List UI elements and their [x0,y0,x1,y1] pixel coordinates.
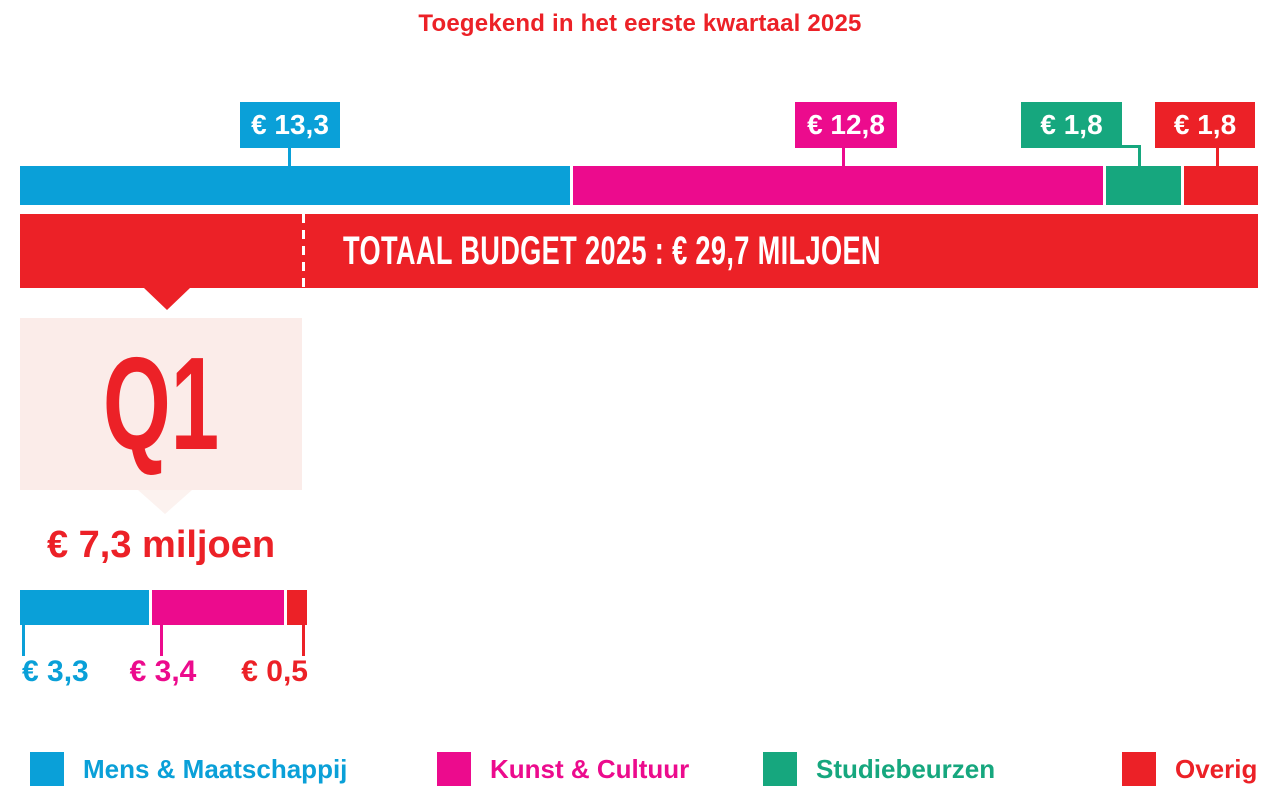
q1-badge: Q1 [102,330,220,477]
legend-swatch-magenta [437,752,471,786]
arrow-down-icon [144,288,190,310]
connector-line-green [1138,145,1141,167]
legend-label: Mens & Maatschappij [83,753,348,784]
chart-title: Toegekend in het eerste kwartaal 2025 [418,10,862,37]
legend-item-overig: Overig [1122,752,1257,786]
connector-line-magenta [842,148,845,167]
q1-bubble: Q1 [20,318,302,490]
q1-bubble-tail [138,490,192,514]
legend-label: Kunst & Cultuur [490,753,690,784]
q1-value-kunst-cultuur: € 3,4 [129,655,197,688]
q1-stacked-bar [20,590,307,625]
bar-segment-kunst-cultuur [570,166,1104,205]
legend-label: Overig [1175,753,1258,784]
legend-swatch-green [763,752,797,786]
connector-line-red [1216,148,1219,167]
value-box-overig: € 1,8 [1155,102,1255,148]
legend-label: Studiebeurzen [816,753,996,784]
q1-value-mens-maatschappij: € 3,3 [22,655,89,688]
value-box-kunst-cultuur: € 12,8 [795,102,897,148]
q1-amount: € 7,3 miljoen [46,524,276,566]
q1-leader-line-blue [22,625,25,656]
total-budget-label: TOTAAL BUDGET 2025 : € 29,7 MILJOEN [343,228,881,273]
q1-segment-kunst-cultuur [148,590,285,625]
connector-elbow-green [1122,145,1141,148]
bar-segment-mens-maatschappij [20,166,571,205]
bar-segment-overig [1180,166,1258,205]
legend-swatch-red [1122,752,1156,786]
legend-item-kunst-cultuur: Kunst & Cultuur [437,752,689,786]
total-budget-banner: TOTAAL BUDGET 2025 : € 29,7 MILJOEN [20,214,1258,288]
q1-leader-line-red [302,625,305,656]
legend-item-studiebeurzen: Studiebeurzen [763,752,995,786]
legend-item-mens-maatschappij: Mens & Maatschappij [30,752,347,786]
connector-line-blue [288,148,291,167]
value-box-mens-maatschappij: € 13,3 [240,102,340,148]
q1-share-divider-dashed-line [302,214,305,288]
bar-segment-studiebeurzen [1103,166,1181,205]
legend-swatch-blue [30,752,64,786]
q1-value-overig: € 0,5 [241,655,308,688]
value-box-studiebeurzen: € 1,8 [1021,102,1122,148]
q1-leader-line-magenta [160,625,163,656]
q1-segment-mens-maatschappij [20,590,149,625]
q1-segment-overig [284,590,307,625]
total-budget-stacked-bar [20,166,1258,205]
